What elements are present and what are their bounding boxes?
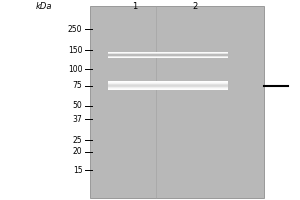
Text: 250: 250 [68, 25, 83, 34]
Bar [108, 81, 228, 82]
Bar [90, 6, 264, 198]
Bar [108, 88, 228, 89]
Bar [108, 82, 228, 83]
Text: 1: 1 [132, 2, 138, 11]
Text: 100: 100 [68, 65, 83, 74]
Bar [108, 83, 228, 84]
Text: 25: 25 [73, 136, 82, 145]
Text: 15: 15 [73, 166, 82, 175]
Bar [108, 56, 228, 57]
Bar [108, 89, 228, 90]
Text: 50: 50 [73, 101, 82, 110]
Bar [108, 86, 228, 87]
Text: 37: 37 [73, 115, 82, 124]
Text: kDa: kDa [35, 2, 52, 11]
Bar [108, 84, 228, 85]
Bar [108, 87, 228, 88]
Text: 20: 20 [73, 147, 82, 156]
Text: 75: 75 [73, 81, 82, 90]
Text: 150: 150 [68, 46, 83, 55]
Text: 2: 2 [192, 2, 198, 11]
Bar [108, 85, 228, 86]
